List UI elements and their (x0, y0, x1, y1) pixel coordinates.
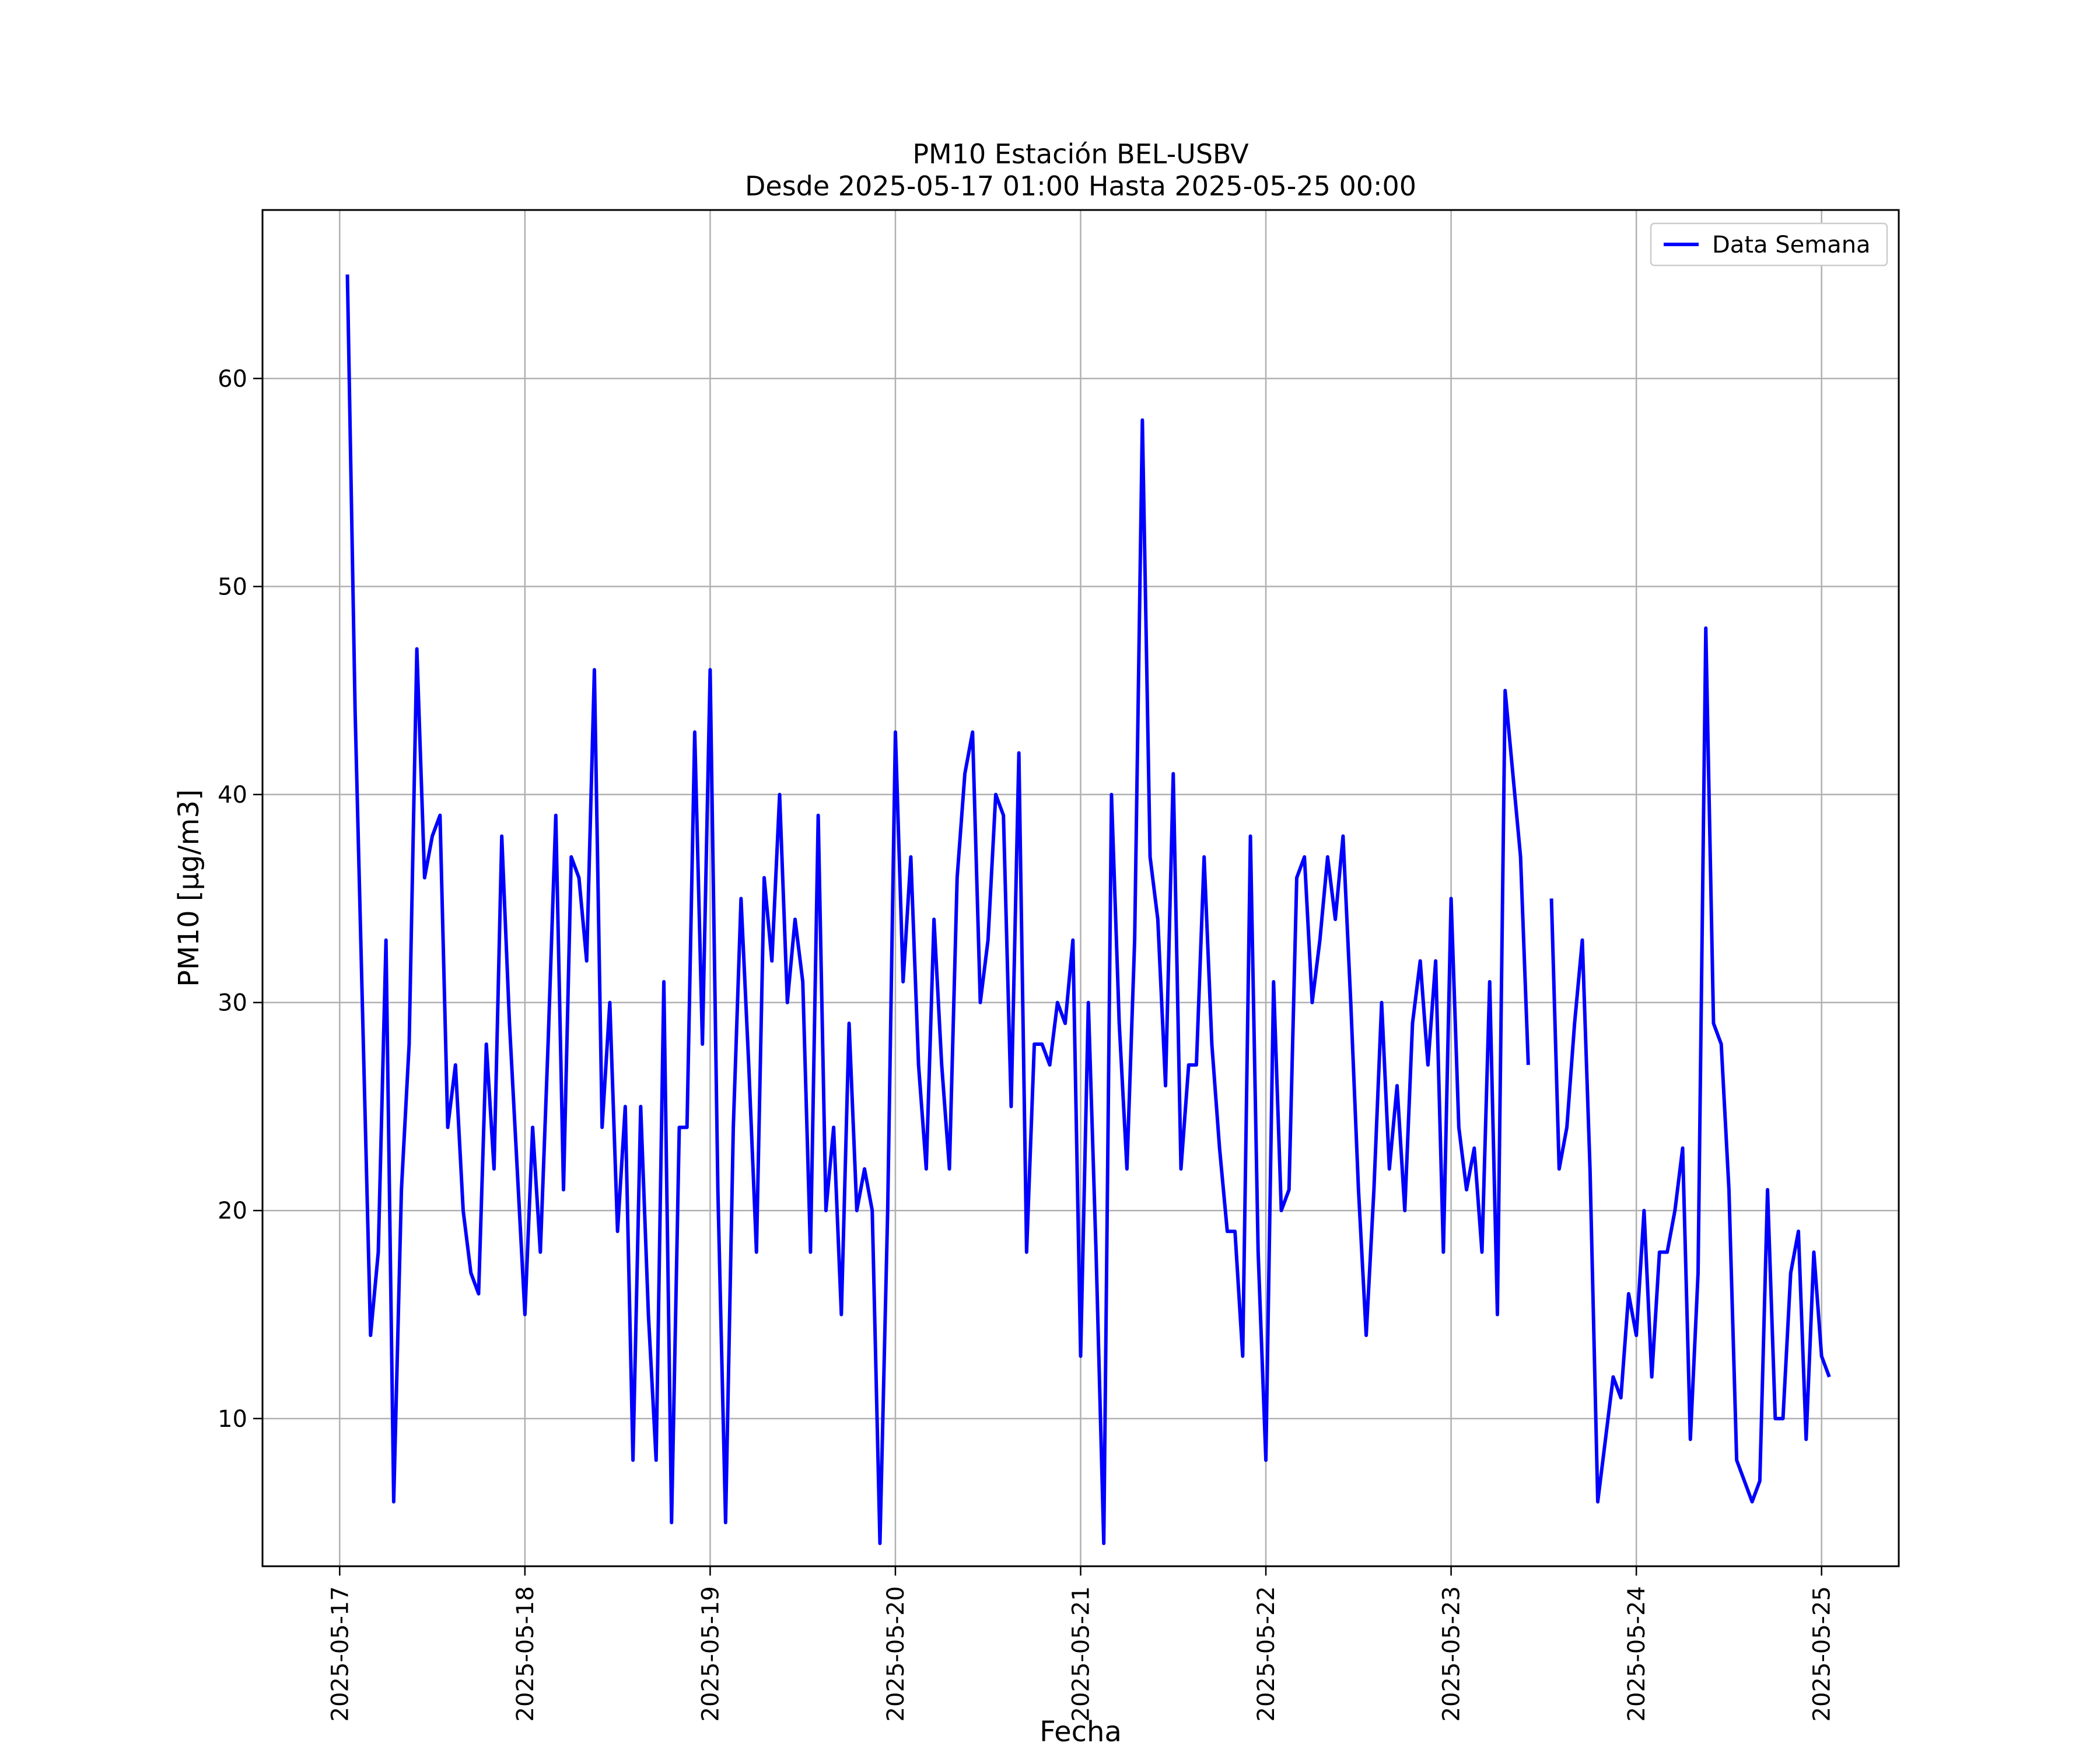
series-group (345, 274, 1831, 1545)
chart-title-line-1: PM10 Estación BEL-USBV (912, 138, 1249, 170)
x-tick-label: 2025-05-24 (1623, 1586, 1650, 1721)
y-tick-label: 10 (218, 1406, 247, 1433)
y-axis-ticks: 10 20 30 40 50 60 (218, 366, 262, 1433)
grid-lines (262, 210, 1899, 1566)
x-tick-label: 2025-05-17 (327, 1586, 354, 1721)
x-axis-label: Fecha (1040, 1716, 1122, 1748)
series-line (345, 274, 1831, 1545)
y-tick-label: 60 (218, 366, 247, 393)
y-tick-label: 40 (218, 782, 247, 808)
x-tick-label: 2025-05-21 (1068, 1586, 1095, 1721)
x-tick-label: 2025-05-25 (1809, 1586, 1836, 1721)
legend: Data Semana (1650, 222, 1888, 267)
x-axis-ticks: 2025-05-17 2025-05-18 2025-05-19 2025-05-20… (327, 1566, 1836, 1721)
y-tick-label: 20 (218, 1198, 247, 1224)
y-axis-label: PM10 [μg/m3] (173, 789, 205, 987)
x-tick-label: 2025-05-23 (1438, 1586, 1465, 1721)
y-tick-label: 30 (218, 990, 247, 1017)
y-tick-label: 50 (218, 573, 247, 600)
chart-title-line-2: Desde 2025-05-17 01:00 Hasta 2025-05-25 … (745, 170, 1416, 202)
legend-box (1650, 222, 1888, 267)
legend-label: Data Semana (1712, 232, 1871, 258)
x-tick-label: 2025-05-20 (883, 1586, 909, 1721)
x-tick-label: 2025-05-22 (1253, 1586, 1280, 1721)
x-tick-label: 2025-05-19 (697, 1586, 724, 1721)
x-tick-label: 2025-05-18 (512, 1586, 539, 1721)
